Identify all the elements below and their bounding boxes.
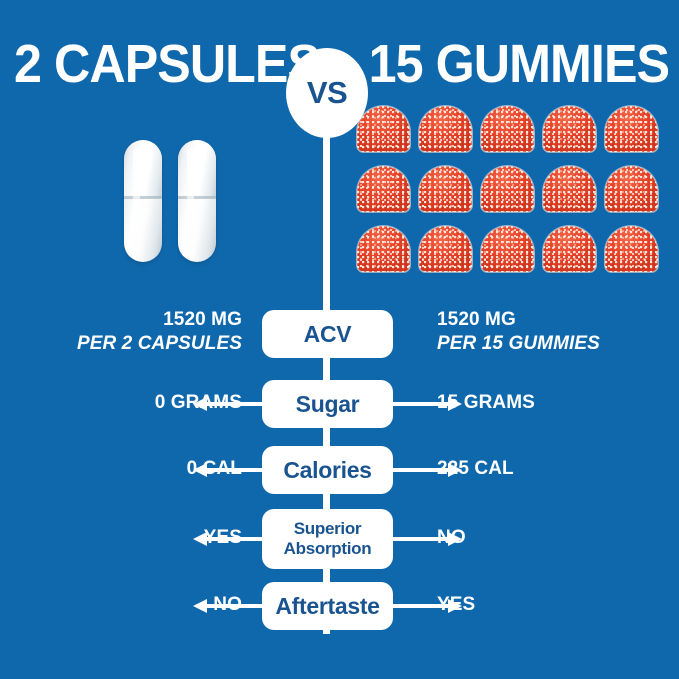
gummy-sugar-rim (604, 165, 659, 213)
gummy-body (481, 226, 534, 272)
gummy-icon (357, 166, 410, 212)
arrow-left-icon (193, 532, 262, 546)
gummy-sugar-rim (542, 225, 597, 273)
gummy-icon (605, 106, 658, 152)
capsule-gloss (133, 148, 140, 248)
gummy-icon (357, 226, 410, 272)
gummy-icon (419, 166, 472, 212)
gummy-icon (481, 106, 534, 152)
capsule-cap (124, 140, 162, 198)
capsule-icon (178, 140, 216, 262)
gummy-body (357, 226, 410, 272)
gummy-sugar-rim (480, 225, 535, 273)
arrow-right-icon (393, 599, 462, 613)
gummy-body (605, 166, 658, 212)
gummy-body (481, 106, 534, 152)
headline-left: 2 CAPSULES (14, 34, 321, 94)
gummy-body (543, 226, 596, 272)
gummy-sugar-rim (418, 105, 473, 153)
row-left-value-sub: PER 2 CAPSULES (76, 333, 242, 354)
capsule-icon (124, 140, 162, 262)
capsules-illustration (118, 140, 238, 262)
arrow-right-icon (393, 397, 462, 411)
center-connector-line (323, 100, 330, 634)
row-label: ACV (303, 320, 352, 347)
gummy-body (419, 166, 472, 212)
gummy-icon (543, 226, 596, 272)
gummy-body (419, 226, 472, 272)
comparison-rows: 1520 MG PER 2 CAPSULES 1520 MG PER 15 GUMMI… (0, 300, 679, 640)
row-label-pill[interactable]: Sugar (262, 380, 393, 428)
gummy-sugar-rim (480, 165, 535, 213)
gummy-icon (419, 106, 472, 152)
vs-badge: VS (286, 48, 368, 138)
row-label-line2: Absorption (283, 539, 372, 558)
row-left-value-main: 1520 MG (163, 309, 242, 330)
capsule-gloss (187, 148, 194, 248)
arrow-left-icon (193, 463, 262, 477)
header: 2 CAPSULES VS 15 GUMMIES (0, 26, 679, 138)
arrow-left-icon (193, 397, 262, 411)
gummy-sugar-rim (542, 105, 597, 153)
row-label-line1: Superior (293, 518, 362, 538)
gummy-icon (543, 166, 596, 212)
gummy-body (481, 166, 534, 212)
arrow-right-icon (393, 463, 462, 477)
headline-right: 15 GUMMIES (368, 34, 670, 94)
row-right-value-main: 1520 MG (437, 309, 516, 330)
row-label: Aftertaste (275, 592, 380, 619)
row-label-pill[interactable]: Calories (262, 446, 393, 494)
gummy-icon (481, 226, 534, 272)
gummies-illustration (357, 106, 659, 274)
gummy-sugar-rim (356, 165, 411, 213)
gummy-icon (357, 106, 410, 152)
capsule-seam (178, 196, 216, 199)
gummy-body (543, 166, 596, 212)
row-label-pill[interactable]: Aftertaste (262, 582, 393, 630)
row-label: Sugar (295, 390, 360, 417)
capsule-seam (124, 196, 162, 199)
vs-label: VS (306, 75, 348, 110)
arrow-right-icon (393, 532, 462, 546)
capsule-cap (178, 140, 216, 198)
gummy-icon (481, 166, 534, 212)
gummy-body (605, 226, 658, 272)
gummy-sugar-rim (542, 165, 597, 213)
gummy-sugar-rim (418, 165, 473, 213)
gummy-icon (605, 166, 658, 212)
gummy-sugar-rim (480, 105, 535, 153)
gummy-sugar-rim (604, 225, 659, 273)
row-right-value: 1520 MG PER 15 GUMMIES (437, 309, 600, 355)
row-right-value-sub: PER 15 GUMMIES (437, 333, 600, 354)
arrow-left-icon (193, 599, 262, 613)
row-label: Calories (283, 456, 372, 483)
gummy-icon (419, 226, 472, 272)
gummy-body (419, 106, 472, 152)
gummy-icon (605, 226, 658, 272)
gummy-sugar-rim (604, 105, 659, 153)
gummy-body (605, 106, 658, 152)
gummy-sugar-rim (418, 225, 473, 273)
gummy-body (543, 106, 596, 152)
row-label-pill[interactable]: ACV (262, 310, 393, 358)
gummy-body (357, 106, 410, 152)
gummy-body (357, 166, 410, 212)
gummy-icon (543, 106, 596, 152)
row-label-pill[interactable]: Superior Absorption (262, 509, 393, 569)
gummy-sugar-rim (356, 225, 411, 273)
row-left-value: 1520 MG PER 2 CAPSULES (77, 309, 242, 355)
